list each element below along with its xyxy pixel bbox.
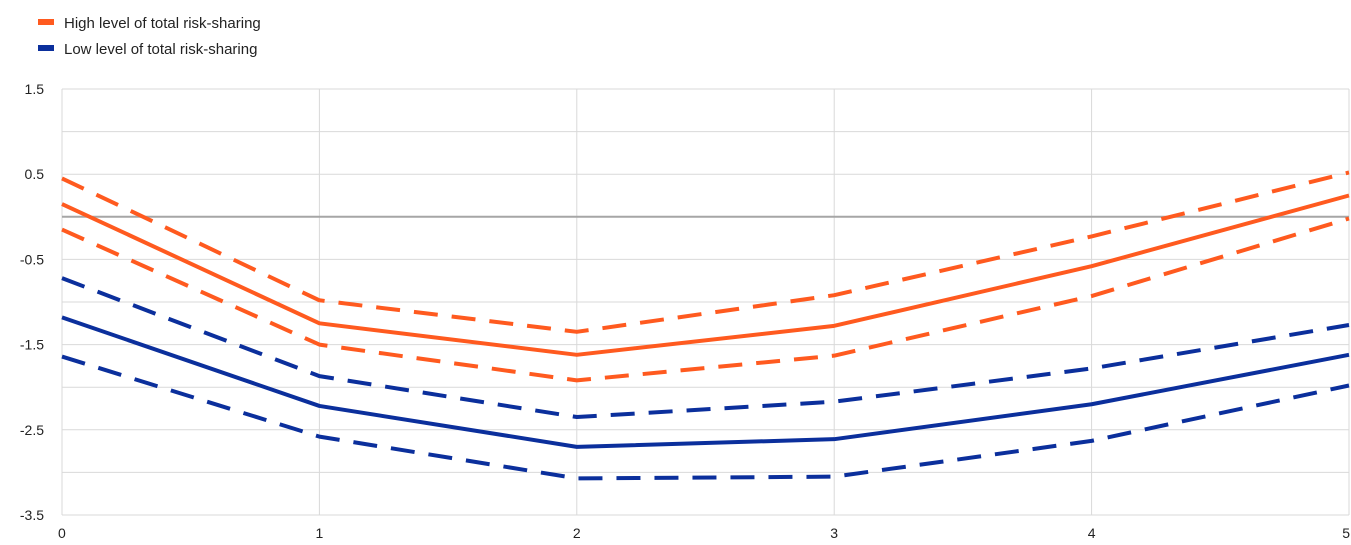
legend-swatch-high [38, 19, 54, 25]
y-tick-label: 0.5 [25, 166, 45, 182]
x-tick-label: 0 [58, 525, 66, 541]
x-tick-label: 3 [830, 525, 838, 541]
x-axis-ticks: 0 1 2 3 4 5 [58, 525, 1350, 541]
x-tick-label: 2 [573, 525, 581, 541]
x-tick-label: 4 [1088, 525, 1096, 541]
series-low-dashed [61, 276, 1350, 420]
y-tick-label: 1.5 [25, 81, 45, 97]
y-tick-label: -2.5 [20, 422, 44, 438]
series-low-dashed [61, 354, 1350, 481]
series-lines [61, 170, 1350, 481]
grid [61, 88, 1350, 516]
legend-label-high: High level of total risk-sharing [64, 15, 261, 32]
series-high-solid [61, 193, 1350, 357]
y-tick-label: -3.5 [20, 507, 44, 523]
series-high-dashed [61, 170, 1350, 334]
y-tick-label: -0.5 [20, 251, 44, 267]
y-axis-ticks: 1.5 0.5 -0.5 -1.5 -2.5 -3.5 [20, 81, 44, 523]
legend-swatch-low [38, 45, 54, 51]
series-high-dashed [61, 216, 1350, 383]
x-tick-label: 5 [1342, 525, 1350, 541]
legend: High level of total risk-sharing Low lev… [38, 15, 261, 58]
y-tick-label: -1.5 [20, 337, 44, 353]
x-tick-label: 1 [316, 525, 324, 541]
series-low-solid [61, 315, 1350, 449]
legend-label-low: Low level of total risk-sharing [64, 41, 257, 58]
